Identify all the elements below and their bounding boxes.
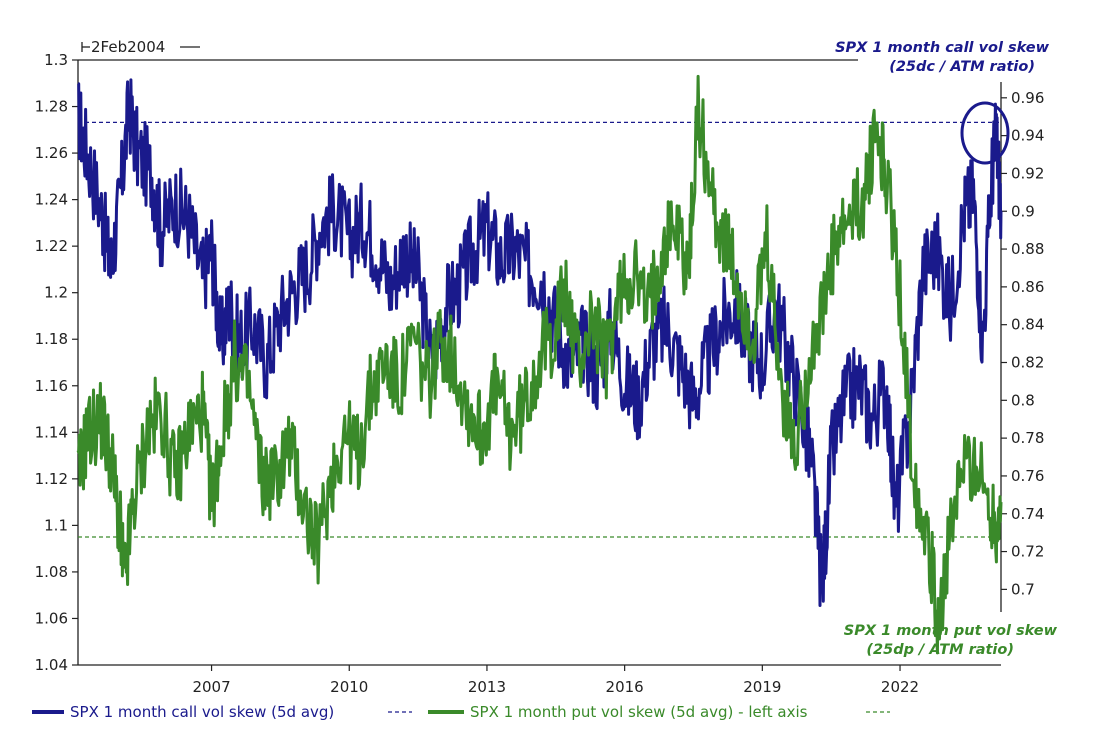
start-date-marker: 2Feb2004 <box>81 38 200 56</box>
right-tick-label: 0.84 <box>1011 316 1044 334</box>
left-tick-label: 1.16 <box>35 377 68 395</box>
right-tick-label: 0.88 <box>1011 240 1044 258</box>
call-skew-series-line <box>77 78 1003 607</box>
right-tick-label: 0.8 <box>1011 391 1035 409</box>
left-tick-label: 1.06 <box>35 609 68 627</box>
left-tick-label: 1.18 <box>35 330 68 348</box>
left-tick-label: 1.04 <box>35 656 68 674</box>
put-annotation-line1: SPX 1 month put vol skew <box>844 623 1058 639</box>
right-tick-label: 0.92 <box>1011 164 1044 182</box>
legend-put-label: SPX 1 month put vol skew (5d avg) - left… <box>470 703 808 721</box>
right-tick-label: 0.78 <box>1011 429 1044 447</box>
highlight-circle <box>960 101 1010 165</box>
right-tick-label: 0.94 <box>1011 127 1044 145</box>
x-axis-ticks: 2007 2010 2013 2016 2019 2022 <box>192 665 919 696</box>
left-tick-label: 1.12 <box>35 470 68 488</box>
right-axis-ticks: 0.7 0.72 0.74 0.76 0.78 0.8 0.82 0.84 0.86 0.88 0.… <box>1001 89 1044 598</box>
left-tick-label: 1.2 <box>44 284 68 302</box>
right-tick-label: 0.86 <box>1011 278 1044 296</box>
left-tick-label: 1.08 <box>35 563 68 581</box>
start-date-label: 2Feb2004 <box>91 38 165 56</box>
right-tick-label: 0.9 <box>1011 202 1035 220</box>
right-tick-label: 0.76 <box>1011 467 1044 485</box>
left-tick-label: 1.24 <box>35 191 68 209</box>
x-tick-label: 2007 <box>192 678 230 696</box>
x-tick-label: 2013 <box>468 678 506 696</box>
left-tick-label: 1.1 <box>44 516 68 534</box>
left-tick-label: 1.26 <box>35 144 68 162</box>
right-tick-label: 0.7 <box>1011 580 1035 598</box>
left-tick-label: 1.3 <box>44 51 68 69</box>
put-annotation-line2: (25dp / ATM ratio) <box>866 642 1014 658</box>
call-annotation-line1: SPX 1 month call vol skew <box>835 40 1050 56</box>
right-tick-label: 0.72 <box>1011 543 1044 561</box>
legend-call-label: SPX 1 month call vol skew (5d avg) <box>70 703 334 721</box>
left-tick-label: 1.14 <box>35 423 68 441</box>
left-axis-ticks: 1.04 1.06 1.08 1.1 1.12 1.14 1.16 1.18 1.2 1.22 1.… <box>35 51 78 674</box>
x-tick-label: 2010 <box>330 678 368 696</box>
left-tick-label: 1.28 <box>35 98 68 116</box>
right-tick-label: 0.96 <box>1011 89 1044 107</box>
right-tick-label: 0.82 <box>1011 354 1044 372</box>
put-skew-series-line <box>76 74 1003 655</box>
call-annotation-line2: (25dc / ATM ratio) <box>889 59 1035 75</box>
legend: SPX 1 month call vol skew (5d avg) SPX 1… <box>32 703 890 721</box>
x-tick-label: 2019 <box>743 678 781 696</box>
left-tick-label: 1.22 <box>35 237 68 255</box>
plot-frame <box>77 59 1002 666</box>
x-tick-label: 2022 <box>881 678 919 696</box>
x-tick-label: 2016 <box>606 678 644 696</box>
right-tick-label: 0.74 <box>1011 505 1044 523</box>
